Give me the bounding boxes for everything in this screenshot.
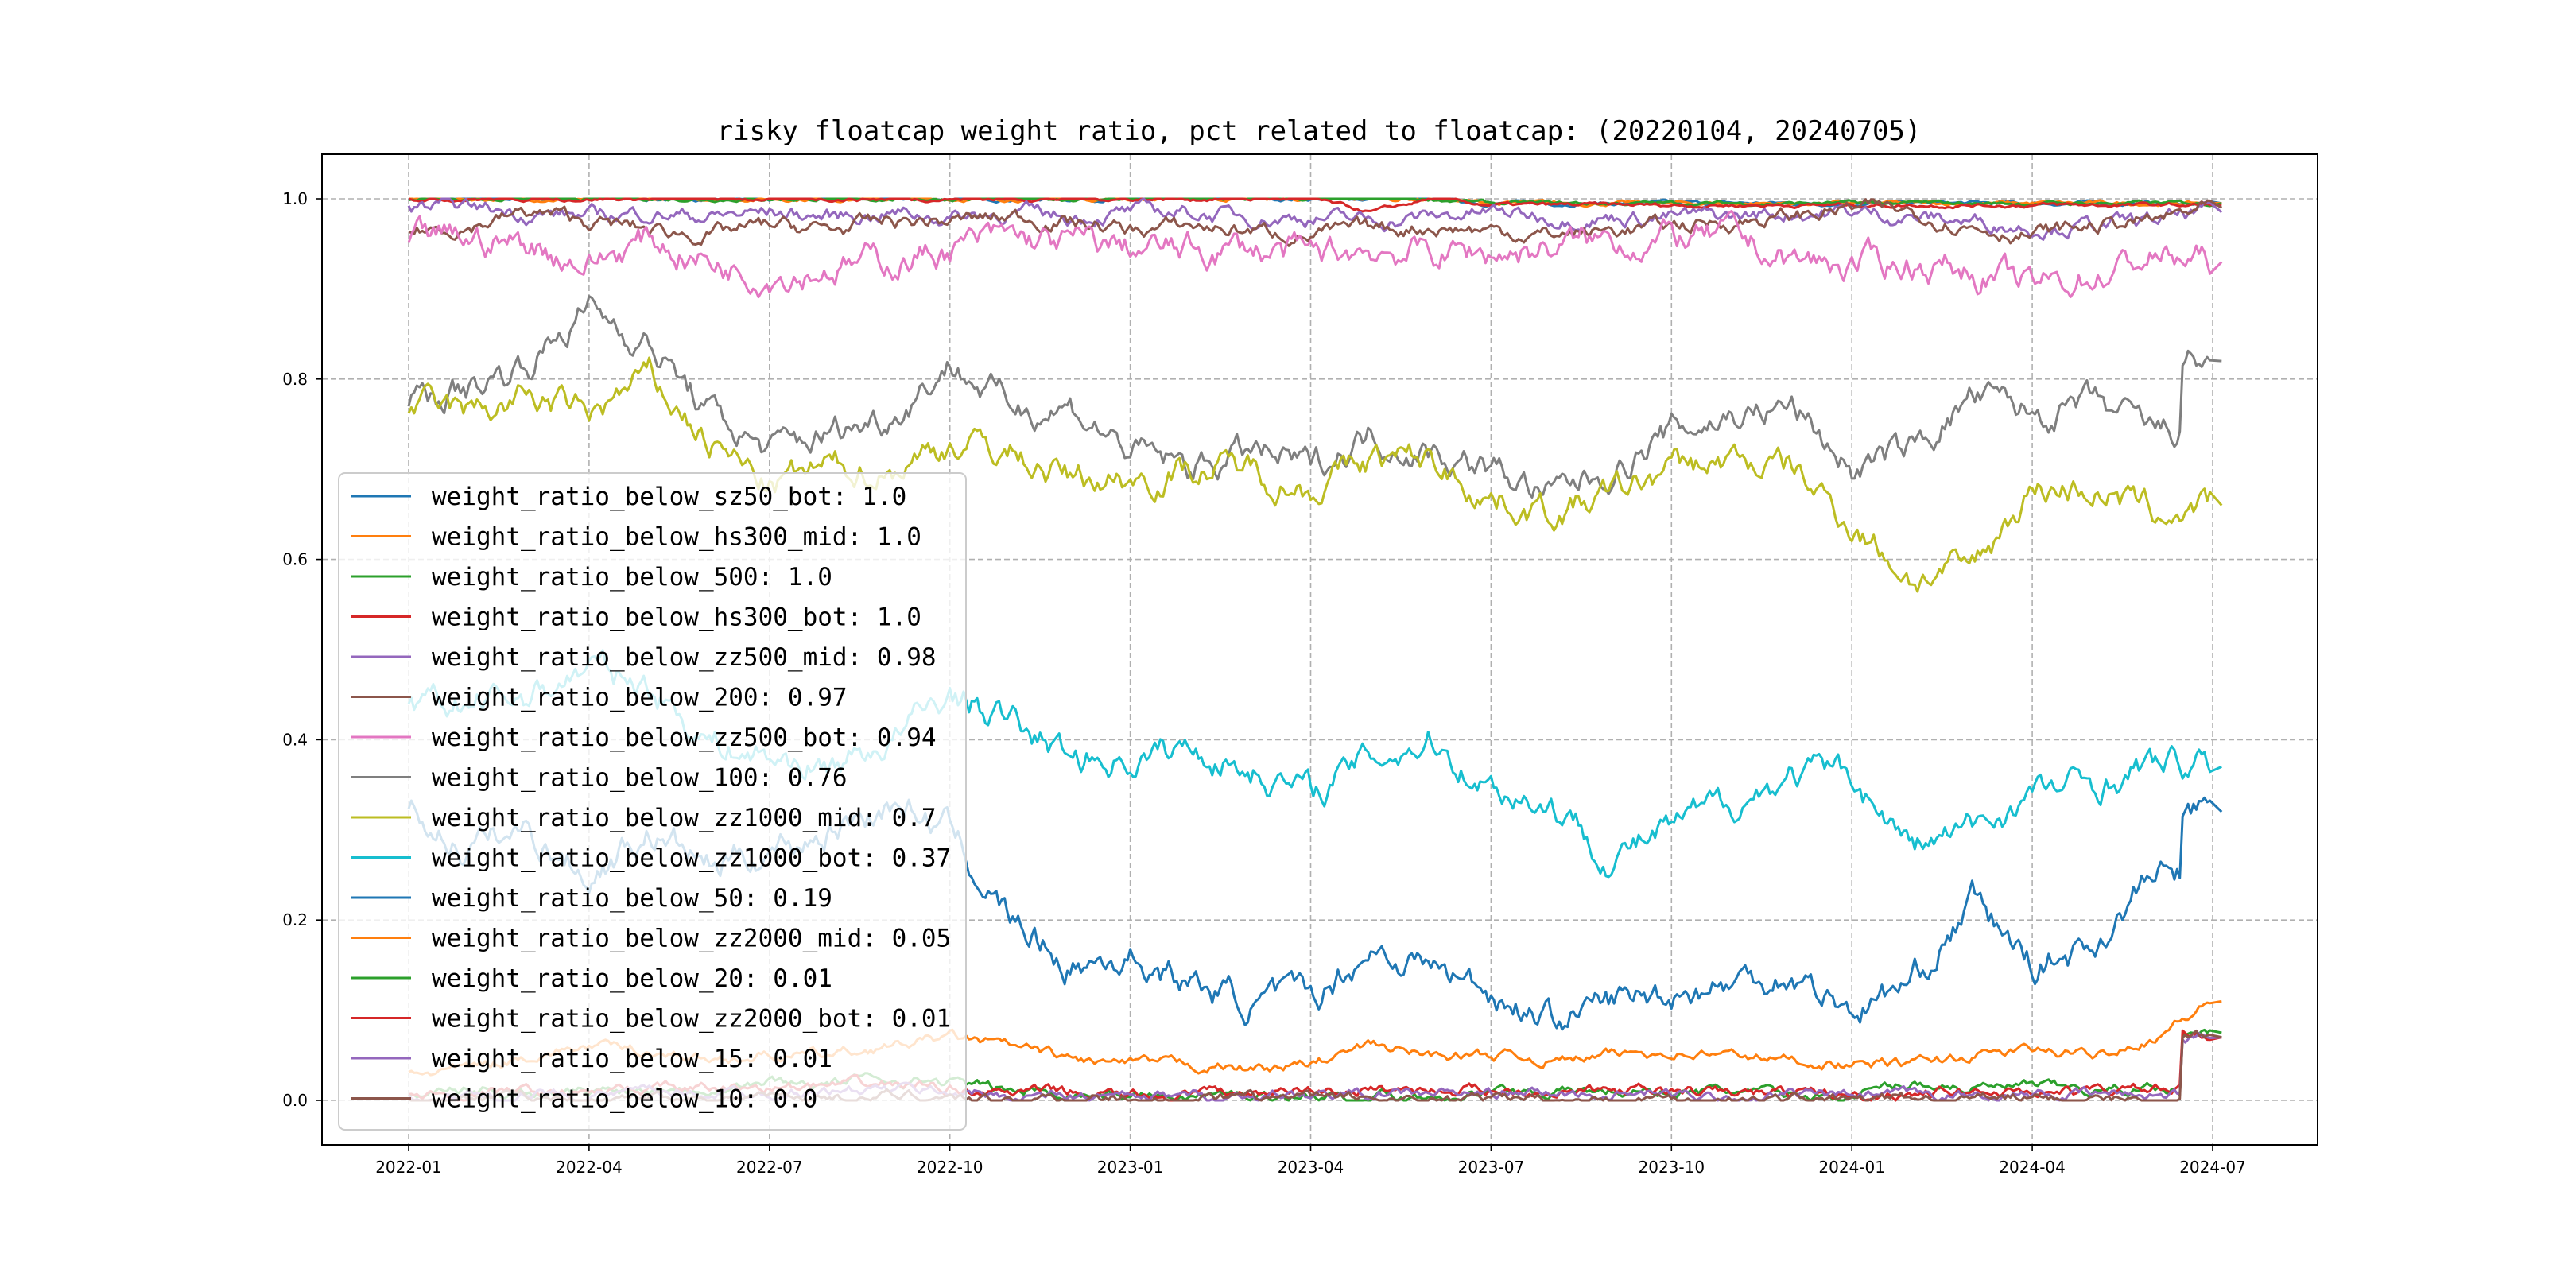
legend: weight_ratio_below_sz50_bot: 1.0 weight_r… [338,472,967,1131]
x-tick-label: 2023-04 [1278,1158,1344,1177]
y-tick-label: 0.6 [282,550,308,569]
legend-label: weight_ratio_below_sz50_bot: 1.0 [432,483,906,511]
chart-title: risky floatcap weight ratio, pct related… [717,115,1922,147]
series-line [407,356,2223,593]
legend-label: weight_ratio_below_zz2000_mid: 0.05 [432,925,951,953]
series-line [407,209,2223,299]
legend-label: weight_ratio_below_200: 0.97 [432,684,848,712]
y-tick-label: 0.8 [282,370,308,389]
x-tick-label: 2022-04 [556,1158,623,1177]
x-tick-label: 2023-07 [1458,1158,1525,1177]
x-tick-label: 2022-01 [375,1158,442,1177]
legend-label: weight_ratio_below_zz1000_mid: 0.7 [432,804,937,832]
plot-frame [321,153,2318,1146]
y-tick-label: 0.2 [282,910,308,929]
x-tick-label: 2024-04 [1999,1158,2066,1177]
x-tick-label: 2022-10 [917,1158,983,1177]
legend-label: weight_ratio_below_zz500_mid: 0.98 [432,643,937,672]
legend-label: weight_ratio_below_zz1000_bot: 0.37 [432,844,951,873]
series-line [408,198,2223,247]
legend-label: weight_ratio_below_50: 0.19 [432,884,832,913]
legend-label: weight_ratio_below_hs300_bot: 1.0 [432,603,921,632]
legend-label: weight_ratio_below_10: 0.0 [432,1085,817,1114]
legend-label: weight_ratio_below_zz500_bot: 0.94 [432,724,937,752]
x-tick-label: 2023-01 [1097,1158,1164,1177]
legend-label: weight_ratio_below_500: 1.0 [432,563,832,592]
series-line [407,197,2223,241]
series-line [407,295,2222,499]
legend-label: weight_ratio_below_zz2000_bot: 0.01 [432,1005,951,1034]
x-tick-label: 2024-07 [2179,1158,2246,1177]
y-tick-label: 1.0 [282,189,308,208]
x-tick-label: 2023-10 [1639,1158,1705,1177]
legend-label: weight_ratio_below_hs300_mid: 1.0 [432,523,921,552]
y-tick-label: 0.0 [282,1091,308,1110]
legend-box [338,472,967,1131]
x-tick-label: 2024-01 [1818,1158,1885,1177]
legend-label: weight_ratio_below_20: 0.01 [432,964,832,993]
axis-ticks: 2022-01 2022-04 2022-07 2022-10 2023-01 2023-… [282,189,2246,1177]
legend-label: weight_ratio_below_15: 0.01 [432,1045,832,1073]
series-line [408,197,2222,213]
legend-label: weight_ratio_below_100: 0.76 [432,764,848,793]
x-tick-label: 2022-07 [736,1158,803,1177]
y-tick-label: 0.4 [282,730,308,749]
